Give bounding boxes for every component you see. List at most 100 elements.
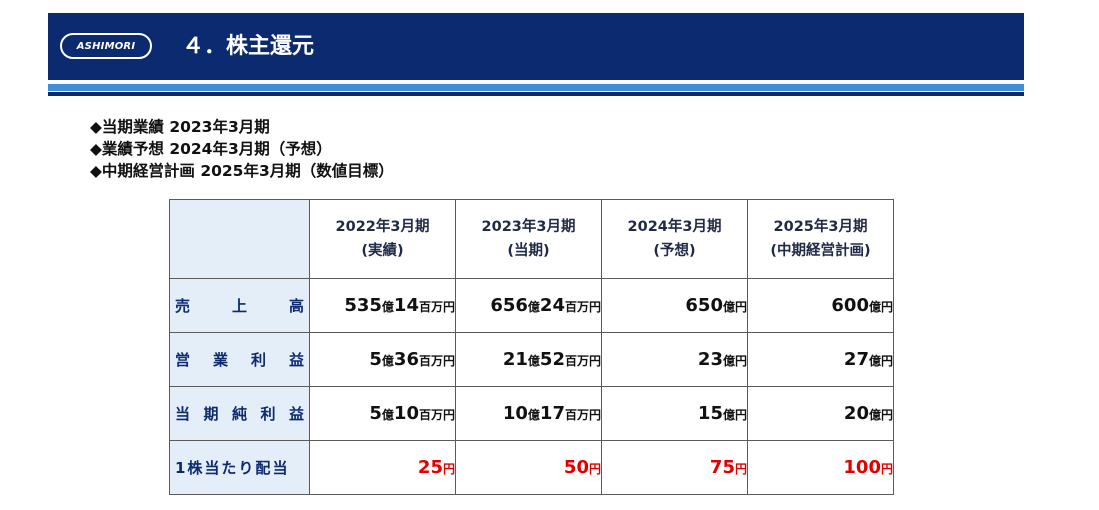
bullet-forecast: ◆業績予想 2024年3月期（予想） xyxy=(90,140,332,158)
column-header: 2025年3月期 (中期経営計画) xyxy=(747,199,894,279)
value-number: 17 xyxy=(539,403,565,424)
column-header: 2024年3月期 (予想) xyxy=(601,199,748,279)
dividend-cell: 100円 xyxy=(747,440,894,495)
label-char: 益 xyxy=(288,405,304,423)
dividend-cell: 50円 xyxy=(455,440,602,495)
value-unit: 円 xyxy=(442,462,455,476)
table-header-row: 2022年3月期 (実績) 2023年3月期 (当期) 2024年3月期 (予想… xyxy=(169,199,894,279)
page-title: ４．株主還元 xyxy=(182,34,315,59)
label-char: 益 xyxy=(288,351,304,369)
value-cell: 23億円 xyxy=(601,332,748,387)
value-unit: 百万円 xyxy=(418,408,455,422)
value-unit: 億 xyxy=(381,354,394,368)
value-number: 75 xyxy=(709,457,735,478)
table-row-operating-income: 営 業 利 益 5億36百万円 21億52百万円 23億円 27億円 xyxy=(169,332,894,387)
value-cell: 10億17百万円 xyxy=(455,386,602,441)
header-rule-dark xyxy=(48,92,1024,96)
label-char: 利 xyxy=(260,405,276,423)
value-number: 10 xyxy=(502,403,528,424)
ashimori-logo: ASHIMORI xyxy=(60,33,152,59)
label-char: 利 xyxy=(250,351,266,369)
label-char: 純 xyxy=(231,405,247,423)
header-rule-light xyxy=(48,84,1024,91)
value-unit: 円 xyxy=(880,462,893,476)
value-unit: 億円 xyxy=(722,354,747,368)
row-label-cell: 当 期 純 利 益 xyxy=(169,386,310,441)
label-char: 売 xyxy=(175,297,191,315)
column-status: (実績) xyxy=(361,243,404,259)
value-unit: 億円 xyxy=(722,300,747,314)
value-unit: 百万円 xyxy=(564,300,601,314)
row-label: 営 業 利 益 xyxy=(170,333,309,386)
row-label-cell: 1株当たり配当 xyxy=(169,440,310,495)
value-number: 600 xyxy=(831,295,869,316)
value-number: 5 xyxy=(369,403,382,424)
value-unit: 円 xyxy=(734,462,747,476)
value-number: 36 xyxy=(393,349,419,370)
row-label-cell: 売 上 高 xyxy=(169,278,310,333)
label-char: 当 xyxy=(175,405,191,423)
column-header: 2022年3月期 (実績) xyxy=(309,199,456,279)
value-number: 25 xyxy=(417,457,443,478)
bullet-list: ◆当期業績 2023年3月期 ◆業績予想 2024年3月期（予想） ◆中期経営計… xyxy=(90,116,394,182)
column-status: (中期経営計画) xyxy=(770,243,871,259)
bullet-current-results: ◆当期業績 2023年3月期 xyxy=(90,118,270,136)
column-period: 2024年3月期 xyxy=(627,219,722,235)
value-number: 535 xyxy=(344,295,382,316)
value-unit: 百万円 xyxy=(564,354,601,368)
value-unit: 円 xyxy=(588,462,601,476)
value-number: 656 xyxy=(490,295,528,316)
value-unit: 億 xyxy=(527,354,540,368)
row-label: 当 期 純 利 益 xyxy=(170,387,309,440)
value-number: 20 xyxy=(843,403,869,424)
label-char: 営 xyxy=(175,351,191,369)
value-unit: 百万円 xyxy=(418,354,455,368)
row-label: 売 上 高 xyxy=(170,279,309,332)
logo-text: ASHIMORI xyxy=(76,40,136,52)
table-row-net-income: 当 期 純 利 益 5億10百万円 10億17百万円 15億円 20億円 xyxy=(169,386,894,441)
column-period: 2022年3月期 xyxy=(335,219,430,235)
value-cell: 650億円 xyxy=(601,278,748,333)
value-number: 24 xyxy=(539,295,565,316)
value-unit: 百万円 xyxy=(564,408,601,422)
value-unit: 億円 xyxy=(722,408,747,422)
value-number: 23 xyxy=(697,349,723,370)
value-number: 14 xyxy=(393,295,419,316)
header-bar: ASHIMORI ４．株主還元 xyxy=(48,13,1024,80)
value-unit: 億 xyxy=(527,300,540,314)
table-row-net-sales: 売 上 高 535億14百万円 656億24百万円 650億円 600億円 xyxy=(169,278,894,333)
column-period: 2025年3月期 xyxy=(773,219,868,235)
value-unit: 億円 xyxy=(868,408,893,422)
value-number: 5 xyxy=(369,349,382,370)
value-unit: 億 xyxy=(381,300,394,314)
value-number: 21 xyxy=(502,349,528,370)
value-unit: 億円 xyxy=(868,354,893,368)
value-cell: 5億10百万円 xyxy=(309,386,456,441)
value-number: 15 xyxy=(697,403,723,424)
results-table: 2022年3月期 (実績) 2023年3月期 (当期) 2024年3月期 (予想… xyxy=(169,199,894,495)
label-char: 高 xyxy=(288,297,304,315)
value-number: 10 xyxy=(393,403,419,424)
label-char: 業 xyxy=(212,351,228,369)
label-char: 上 xyxy=(231,297,247,315)
value-cell: 27億円 xyxy=(747,332,894,387)
column-status: (当期) xyxy=(507,243,550,259)
value-number: 100 xyxy=(843,457,881,478)
column-status: (予想) xyxy=(653,243,696,259)
value-unit: 億円 xyxy=(868,300,893,314)
value-cell: 21億52百万円 xyxy=(455,332,602,387)
bullet-midterm-plan: ◆中期経営計画 2025年3月期（数値目標） xyxy=(90,162,394,180)
row-label-cell: 営 業 利 益 xyxy=(169,332,310,387)
column-header: 2023年3月期 (当期) xyxy=(455,199,602,279)
value-unit: 億 xyxy=(381,408,394,422)
value-number: 650 xyxy=(685,295,723,316)
value-cell: 15億円 xyxy=(601,386,748,441)
value-cell: 600億円 xyxy=(747,278,894,333)
table-corner-cell xyxy=(169,199,310,279)
column-period: 2023年3月期 xyxy=(481,219,576,235)
value-cell: 20億円 xyxy=(747,386,894,441)
value-number: 52 xyxy=(539,349,565,370)
label-char: 期 xyxy=(203,405,219,423)
value-unit: 百万円 xyxy=(418,300,455,314)
row-label: 1株当たり配当 xyxy=(170,441,309,494)
